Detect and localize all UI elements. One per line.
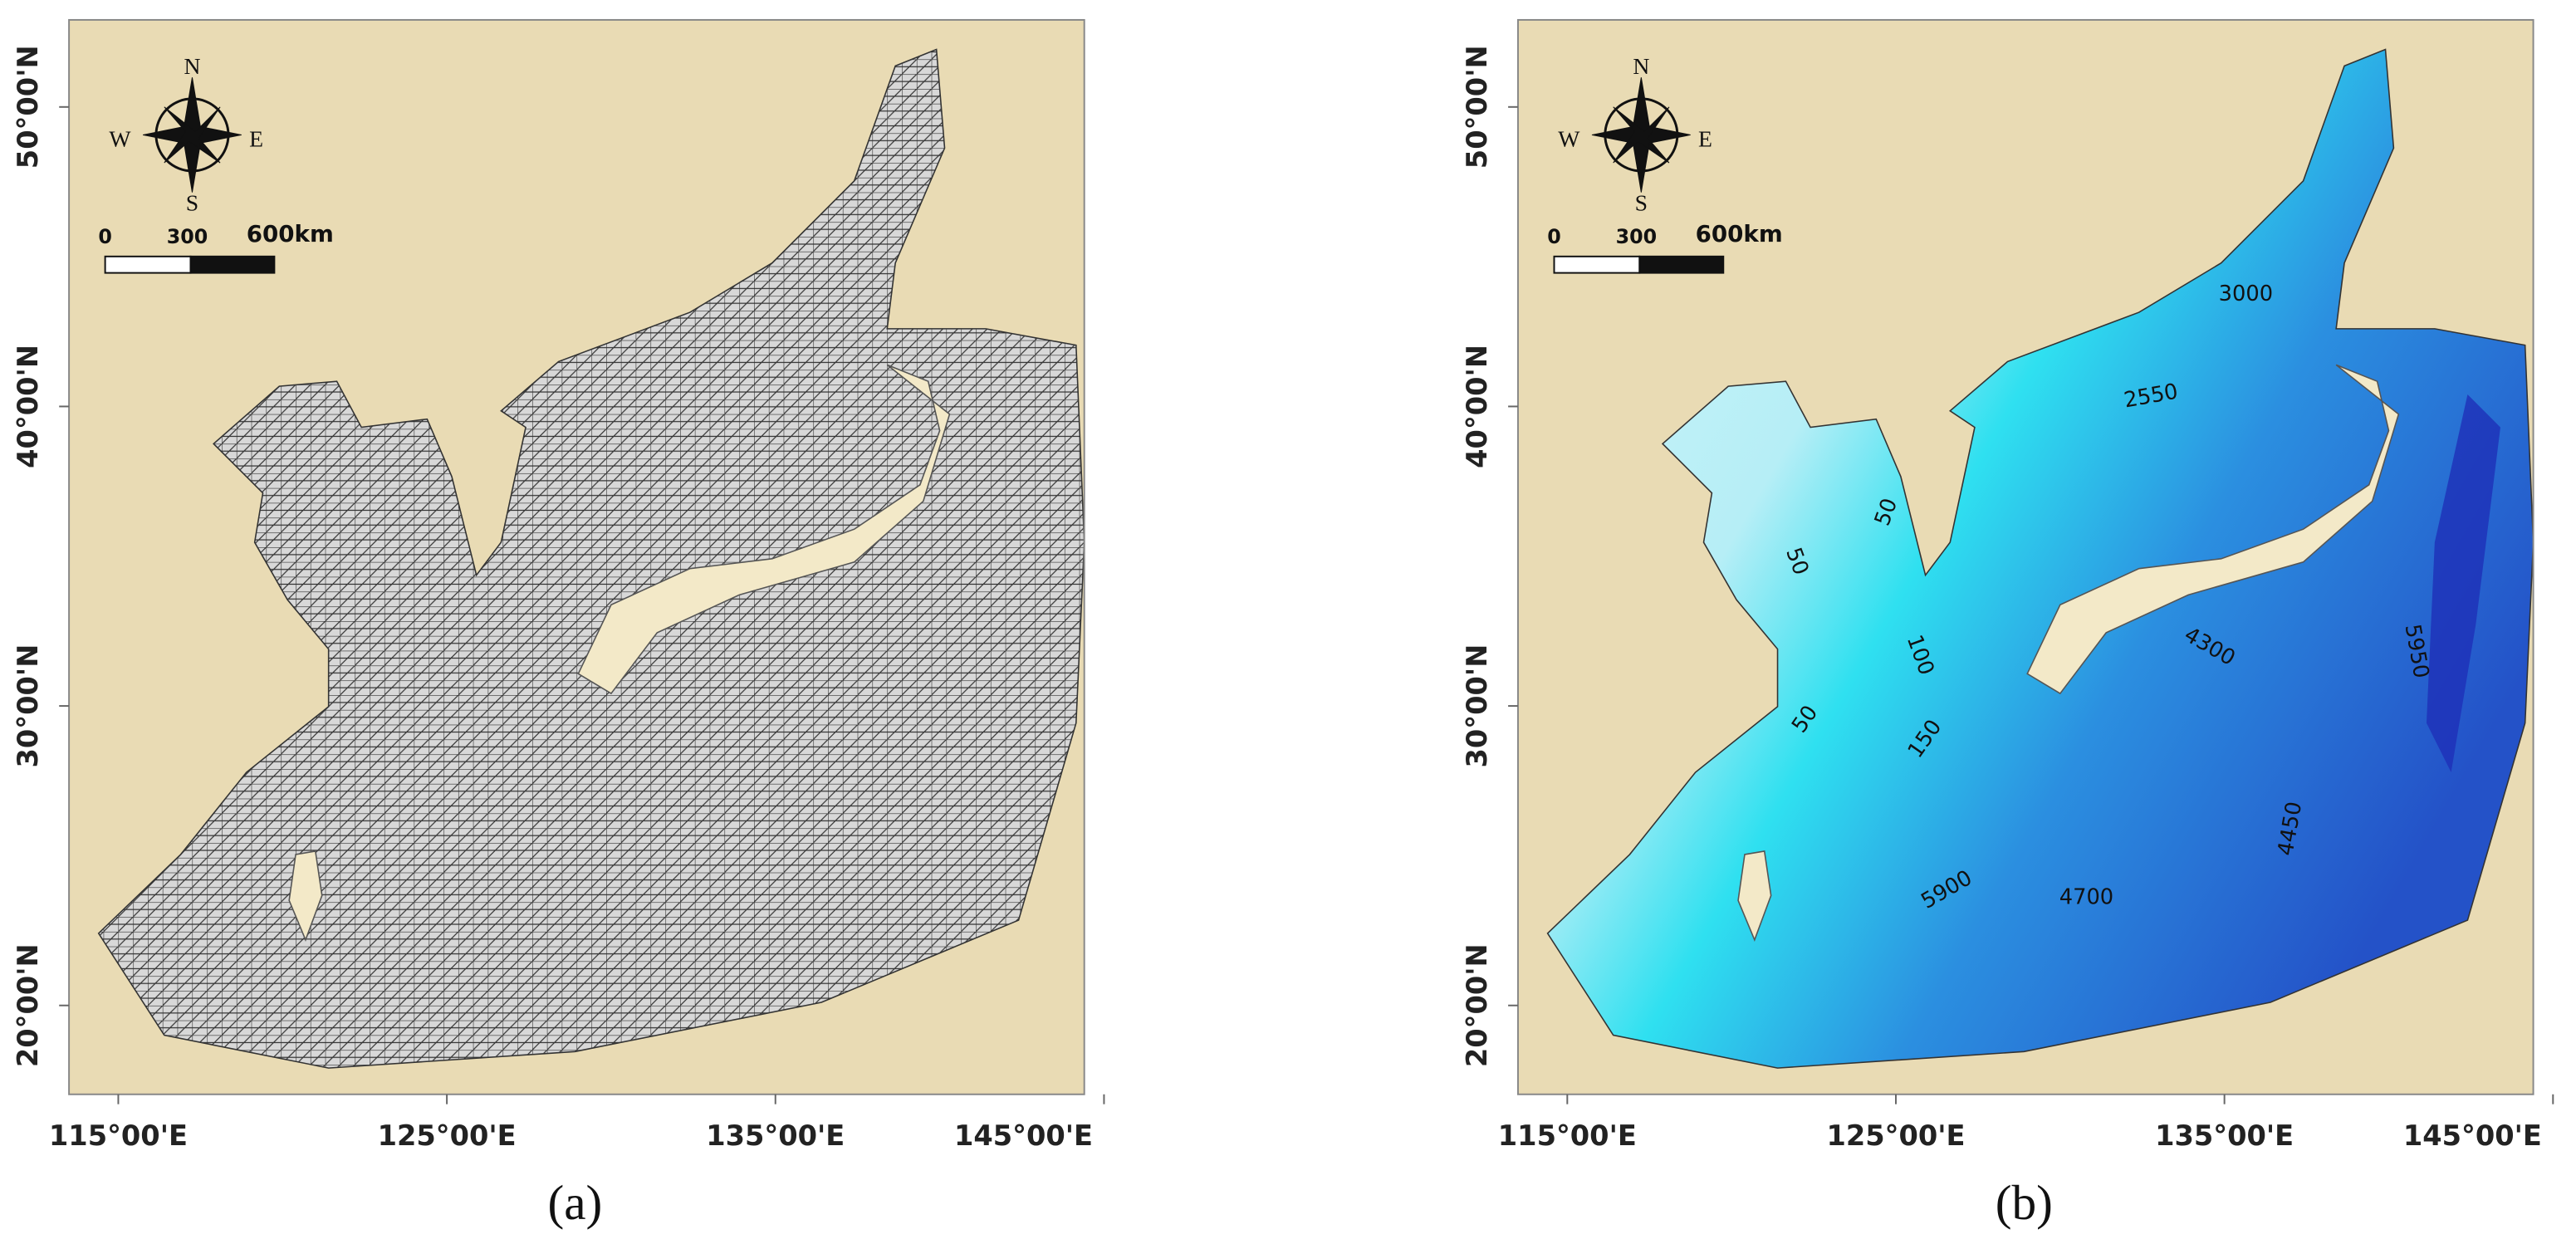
lat-label: 50°00'N [1461,45,1493,169]
compass-rose [143,77,242,193]
scale-label: 300 [167,225,208,248]
taiwan [288,850,323,942]
deep-trench [2426,394,2500,773]
scale-bar-white [1553,255,1641,274]
compass-e: E [1698,125,1712,151]
compass-n: N [184,53,200,79]
panel-label: (b) [1996,1175,2053,1230]
japan [2026,364,2400,695]
compass-ring [1604,97,1679,173]
map-panel: 50°00'N 40°00'N 30°00'N 20°00'N 115°00'E 125°… [1461,18,2554,1230]
lat-label: 40°00'N [1461,345,1493,468]
panel-label: (a) [547,1175,602,1230]
lon-label: 125°00'E [1826,1119,1965,1152]
lon-label: 135°00'E [706,1119,845,1152]
scale-label: 300 [1616,225,1658,248]
compass-rose [1591,77,1691,193]
map-area [1517,19,2534,1095]
compass-s: S [1635,189,1648,215]
scale-bar-white [104,255,192,274]
compass-w: W [109,125,131,151]
contour-label: 4700 [2059,884,2113,909]
scale-bar-black [1638,255,1725,274]
compass-n: N [1633,53,1649,79]
map-area [69,19,1085,1095]
lon-label: 115°00'E [1498,1119,1637,1152]
compass-w: W [1558,125,1580,151]
lon-label: 115°00'E [49,1119,188,1152]
lat-label: 30°00'N [1461,644,1493,768]
map-panel: 50°00'N 40°00'N 30°00'N 20°00'N 115°00'E 125°… [12,18,1105,1230]
lon-label: 145°00'E [954,1119,1093,1152]
japan [577,364,951,695]
mesh-domain [97,48,1085,1069]
lon-label: 145°00'E [2403,1119,2542,1152]
lat-label: 20°00'N [12,943,44,1067]
map-frame [68,18,1085,1095]
compass-e: E [249,125,263,151]
lat-label: 50°00'N [12,45,44,169]
compass-ring [154,97,230,173]
contour-label: 3000 [2219,282,2273,306]
scale-bar-black [189,255,276,274]
lon-label: 125°00'E [378,1119,517,1152]
scale-label: 0 [1547,225,1561,248]
scale-label: 0 [98,225,112,248]
taiwan [1737,850,1772,942]
lat-label: 40°00'N [12,345,44,468]
compass-s: S [186,189,198,215]
lat-label: 20°00'N [1461,943,1493,1067]
scale-label: 600km [1696,220,1783,247]
map-frame [1516,18,2534,1095]
lon-label: 135°00'E [2155,1119,2294,1152]
lat-label: 30°00'N [12,644,44,768]
bathymetry [1546,48,2534,1069]
scale-label: 600km [247,220,334,247]
